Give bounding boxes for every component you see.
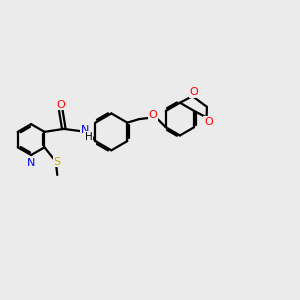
Text: O: O	[190, 87, 199, 97]
Text: O: O	[148, 110, 157, 120]
Text: O: O	[204, 117, 213, 127]
Text: N: N	[81, 125, 89, 135]
Text: S: S	[53, 157, 61, 166]
Text: H: H	[85, 132, 93, 142]
Text: N: N	[27, 158, 36, 168]
Text: O: O	[56, 100, 65, 110]
